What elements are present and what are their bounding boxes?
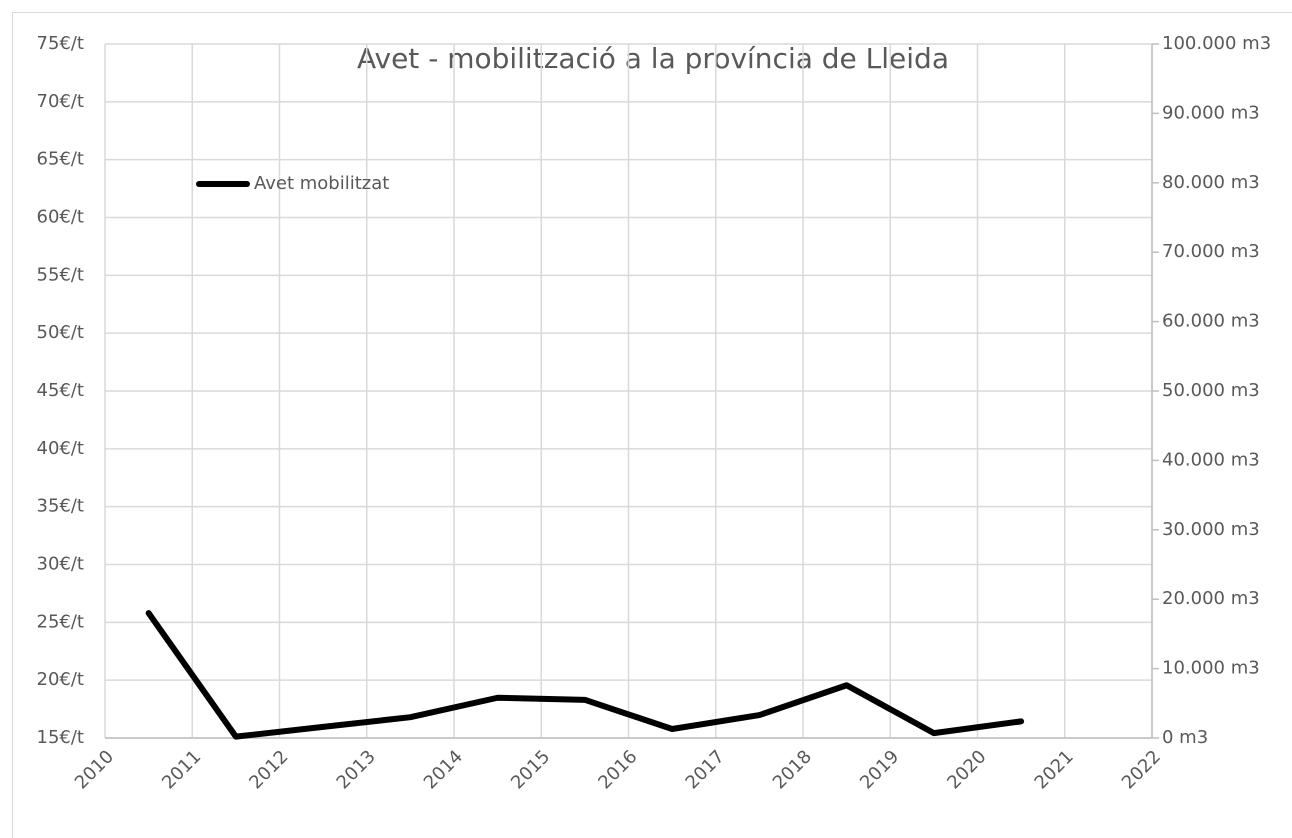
y-tick-label: 50€/t [37, 322, 84, 343]
y-tick-label: 70€/t [37, 91, 84, 112]
y2-tick-label: 100.000 m3 [1162, 33, 1271, 54]
y-tick-label: 15€/t [37, 727, 84, 748]
y2-tick-label: 30.000 m3 [1162, 519, 1260, 540]
data-line [145, 610, 1025, 740]
legend-label: Avet mobilitzat [254, 173, 389, 194]
y2-tick-label: 50.000 m3 [1162, 380, 1260, 401]
y-tick-label: 25€/t [37, 611, 84, 632]
y-tick-label: 55€/t [37, 264, 84, 285]
chart-frame [12, 12, 1292, 838]
y2-tick-label: 20.000 m3 [1162, 588, 1260, 609]
y2-tick-label: 10.000 m3 [1162, 658, 1260, 679]
y2-tick-label: 40.000 m3 [1162, 449, 1260, 470]
y2-tick-label: 70.000 m3 [1162, 241, 1260, 262]
y-tick-label: 40€/t [37, 438, 84, 459]
y2-tick-label: 80.000 m3 [1162, 172, 1260, 193]
y2-tick-label: 60.000 m3 [1162, 311, 1260, 332]
y2-tick-label: 0 m3 [1162, 727, 1208, 748]
y-tick-label: 60€/t [37, 207, 84, 228]
y-tick-label: 45€/t [37, 380, 84, 401]
y-tick-label: 30€/t [37, 554, 84, 575]
chart-title: Avet - mobilització a la província de Ll… [357, 42, 949, 75]
y-tick-label: 20€/t [37, 669, 84, 690]
y-tick-label: 65€/t [37, 149, 84, 170]
y-tick-label: 35€/t [37, 496, 84, 517]
y2-tick-label: 90.000 m3 [1162, 102, 1260, 123]
y-tick-label: 75€/t [37, 33, 84, 54]
